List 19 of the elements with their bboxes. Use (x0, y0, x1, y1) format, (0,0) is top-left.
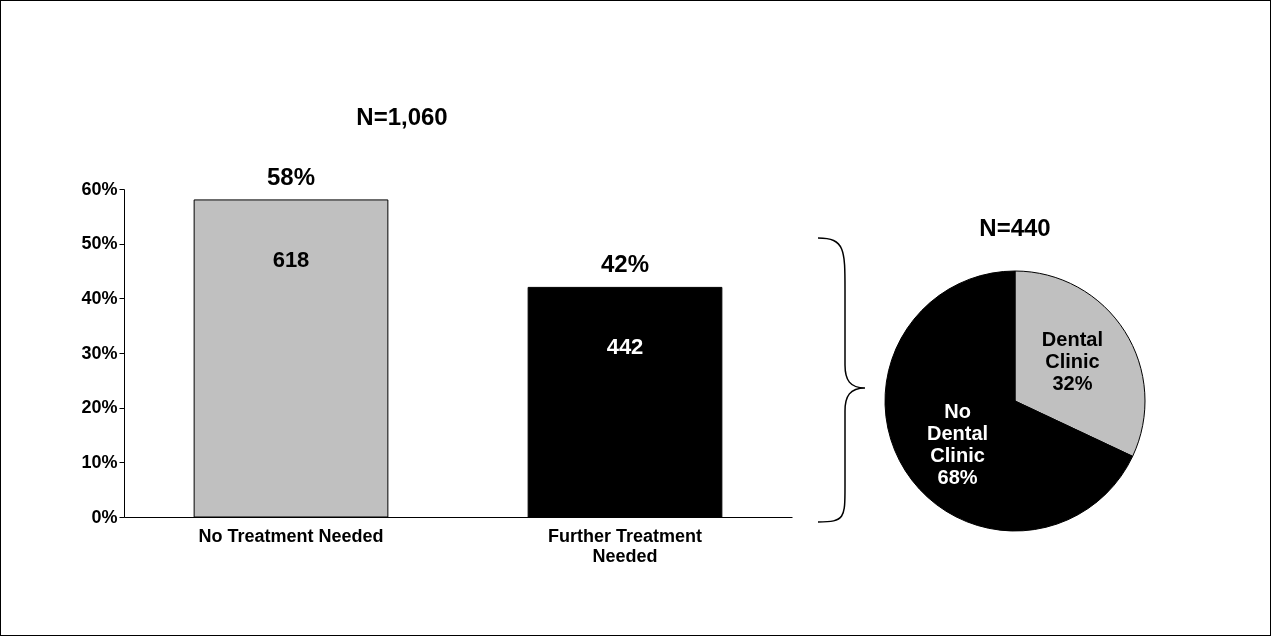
y-tick-label: 20% (81, 397, 118, 418)
y-tick-label: 10% (81, 451, 118, 472)
slice-label: No Dental Clinic (927, 400, 989, 467)
chart-title: N=1,060 (356, 102, 448, 130)
x-tick-label: Further Treatment Needed (547, 525, 703, 566)
x-tick-label: No Treatment Needed (198, 525, 384, 546)
y-tick-label: 50% (81, 233, 118, 254)
data-label: 58% (266, 162, 316, 190)
data-label: 42% (600, 250, 650, 278)
y-tick-label: 30% (81, 342, 118, 363)
data-label: 32% (1052, 371, 1093, 394)
y-tick-label: 60% (81, 178, 118, 199)
y-tick-label: 0% (91, 506, 118, 527)
y-tick-label: 40% (81, 287, 118, 308)
chart-title: N=440 (979, 214, 1051, 241)
annotation: 618 (272, 246, 310, 272)
data-label: 68% (937, 466, 978, 489)
annotation: 442 (606, 334, 644, 360)
slice-label: Dental Clinic (1041, 327, 1103, 372)
